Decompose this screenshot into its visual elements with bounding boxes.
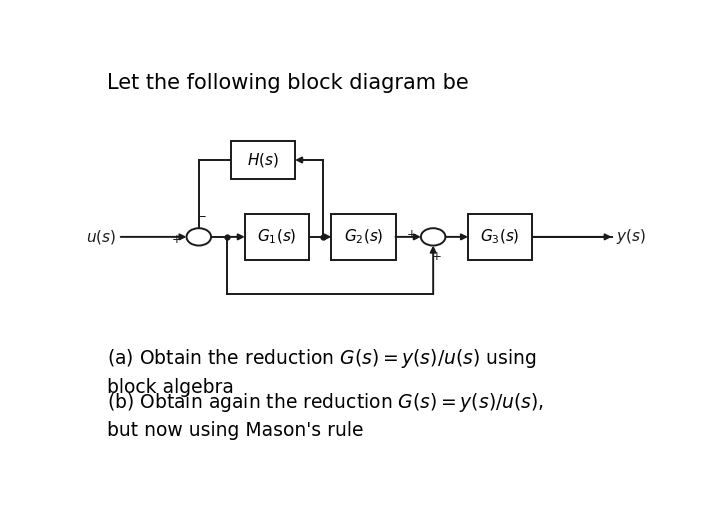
Text: $G_2(s)$: $G_2(s)$	[343, 228, 383, 246]
Circle shape	[186, 228, 211, 246]
Circle shape	[421, 228, 446, 246]
Text: +: +	[172, 233, 182, 246]
Bar	[331, 214, 395, 260]
Bar	[231, 141, 295, 179]
Text: Let the following block diagram be: Let the following block diagram be	[107, 73, 469, 93]
Text: $u(s)$: $u(s)$	[86, 228, 116, 246]
Text: $y(s)$: $y(s)$	[616, 227, 646, 246]
Text: $G_3(s)$: $G_3(s)$	[480, 228, 520, 246]
Text: (a) Obtain the reduction $G(s) = y(s)/u(s)$ using
block algebra: (a) Obtain the reduction $G(s) = y(s)/u(…	[107, 347, 536, 397]
Text: $G_1(s)$: $G_1(s)$	[257, 228, 297, 246]
Text: $H(s)$: $H(s)$	[247, 151, 279, 169]
Bar	[245, 214, 309, 260]
Text: +: +	[432, 250, 442, 263]
Text: −: −	[197, 210, 206, 223]
Bar	[468, 214, 532, 260]
Text: (b) Obtain again the reduction $G(s) = y(s)/u(s)$,
but now using Mason's rule: (b) Obtain again the reduction $G(s) = y…	[107, 391, 544, 440]
Text: +: +	[407, 228, 416, 241]
